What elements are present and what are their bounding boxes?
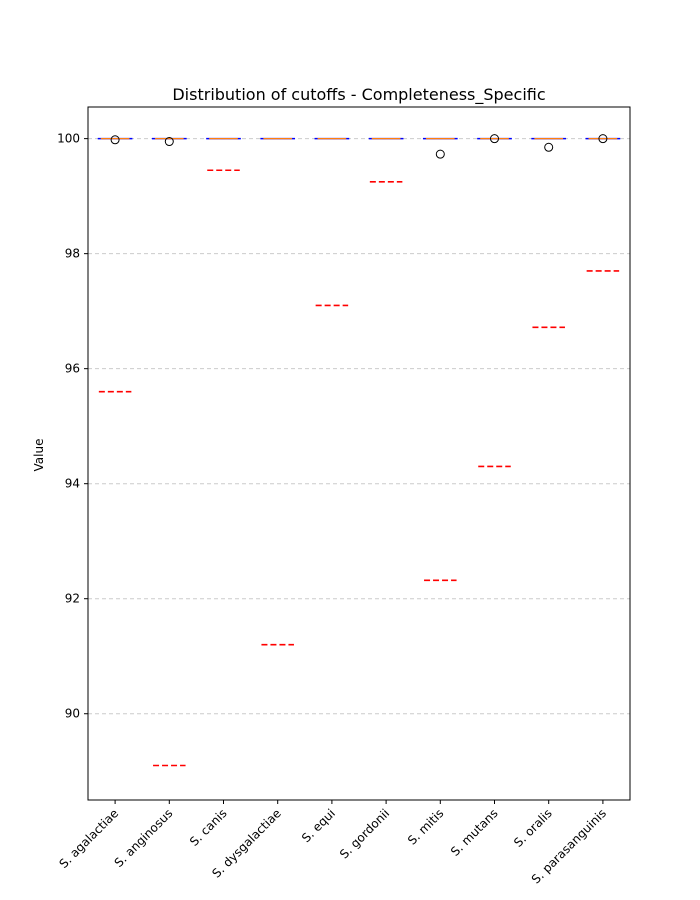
x-tick-label: S. mitis	[405, 806, 446, 847]
y-tick-label: 98	[65, 247, 80, 261]
y-tick-label: 90	[65, 707, 80, 721]
plot-frame	[87, 106, 631, 801]
grid-layer	[88, 138, 630, 715]
outlier-point	[490, 134, 499, 144]
y-axis-label: Value	[32, 439, 46, 472]
x-tick-label: S. mutans	[448, 806, 501, 859]
cutoff-layer	[98, 169, 620, 767]
y-tick-label: 94	[65, 477, 80, 491]
y-tick-label: 96	[65, 362, 80, 376]
outlier-point	[544, 142, 554, 152]
x-tick-label: S. gordonii	[337, 806, 392, 861]
outlier-point	[435, 149, 445, 159]
y-ticks: 90 92 94 96 98 100	[57, 132, 88, 721]
y-tick-label: 92	[65, 592, 80, 606]
y-tick-label: 100	[57, 132, 80, 146]
x-tick-label: S. oralis	[511, 806, 555, 850]
x-tick-label: S. anginosus	[112, 806, 176, 870]
outlier-point	[598, 134, 608, 144]
chart-title: Distribution of cutoffs - Completeness_S…	[172, 85, 545, 105]
outlier-point	[164, 137, 174, 147]
outlier-layer	[110, 134, 608, 159]
x-tick-label: S. canis	[187, 806, 230, 849]
x-tick-label: S. equi	[299, 806, 338, 845]
outlier-point	[110, 135, 120, 145]
